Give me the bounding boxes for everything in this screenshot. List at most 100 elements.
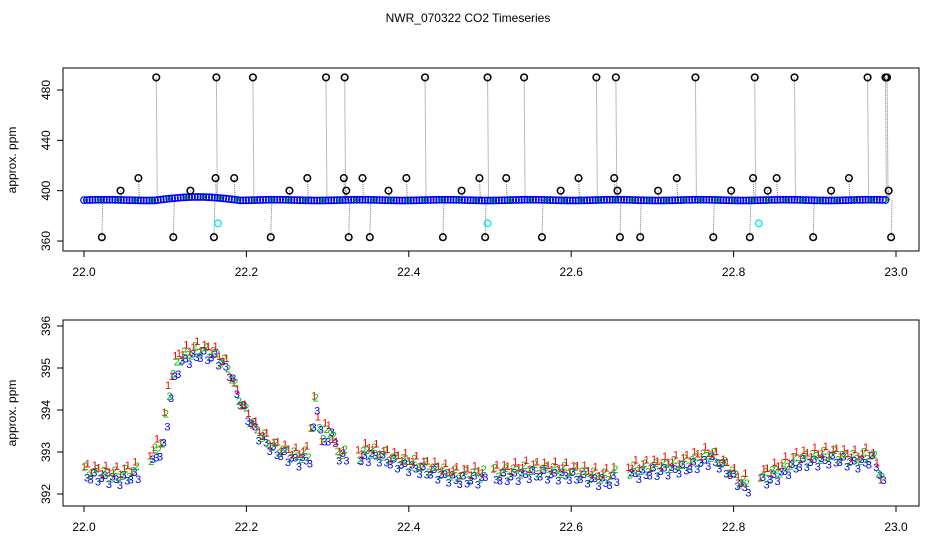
series-1-point: 1 (684, 450, 690, 462)
series-1-point: 1 (834, 443, 840, 455)
baseline-point (352, 195, 361, 204)
baseline-point (438, 195, 446, 204)
series-1-point: 1 (443, 458, 449, 470)
series-3-point: 3 (475, 479, 481, 491)
series-3-point: 3 (215, 360, 221, 372)
series-1-point: 1 (318, 436, 324, 448)
baseline-point (617, 195, 626, 204)
series-1-point: 1 (731, 463, 737, 475)
series-3-point: 3 (595, 481, 601, 493)
open-circle-point (613, 186, 622, 195)
series-1-point: 1 (158, 438, 164, 450)
spike-line (619, 200, 622, 238)
spike-line (749, 200, 752, 238)
baseline-point (136, 196, 145, 205)
series-1-point: 1 (410, 456, 416, 468)
series-1-point: 1 (311, 391, 317, 403)
series-3-point: 3 (413, 464, 419, 476)
baseline-point (637, 196, 645, 205)
baseline-point (855, 195, 864, 204)
baseline-point (713, 196, 722, 204)
series-1-point: 1 (552, 456, 558, 468)
baseline-point (804, 196, 813, 205)
series-2-point: 2 (663, 459, 669, 471)
series-3-point: 3 (709, 451, 715, 463)
series-1-point: 1 (793, 447, 799, 459)
series-1-point: 1 (223, 353, 229, 365)
series-3-point: 3 (716, 464, 722, 476)
series-3-point: 3 (818, 453, 824, 465)
series-1-point: 1 (154, 433, 160, 445)
baseline-point (287, 196, 296, 204)
baseline-point (560, 196, 569, 205)
baseline-point (256, 196, 265, 204)
spike-line (405, 178, 408, 201)
series-3-point: 3 (321, 437, 327, 449)
open-circle-point (97, 233, 106, 242)
series-1-point: 1 (735, 471, 741, 483)
baseline-point (702, 195, 711, 204)
series-3-point: 3 (559, 467, 565, 479)
spike-line (578, 178, 581, 201)
series-2-point: 2 (477, 473, 483, 485)
series-1-point: 1 (194, 336, 200, 348)
series-1-point: 1 (666, 458, 672, 470)
series-2-point: 2 (371, 442, 377, 454)
baseline-point (773, 195, 782, 204)
baseline-point (114, 195, 123, 204)
series-1-point: 1 (490, 464, 496, 476)
series-2-point: 2 (302, 445, 308, 457)
series-1-point: 1 (629, 463, 635, 475)
baseline-point (821, 196, 830, 205)
spike-line (189, 190, 192, 201)
series-2-point: 2 (291, 446, 297, 458)
series-2-point: 2 (766, 474, 772, 486)
baseline-point (429, 195, 438, 204)
series-3-point: 3 (446, 477, 452, 489)
baseline-point (412, 196, 421, 205)
series-3-point: 3 (676, 468, 682, 480)
series-2-point: 2 (90, 467, 96, 479)
series-1-point: 1 (88, 468, 94, 480)
series-2-point: 2 (375, 449, 381, 461)
baseline-point (563, 196, 572, 205)
series-2-point: 2 (839, 449, 845, 461)
series-2-point: 2 (568, 467, 574, 479)
series-1-point: 1 (571, 461, 577, 473)
baseline-point (165, 194, 174, 203)
series-2-point: 2 (802, 449, 808, 461)
series-2-point: 2 (656, 466, 662, 478)
series-3-point: 3 (245, 416, 251, 428)
top-x-tick-label: 22.6 (560, 265, 584, 279)
series-2-point: 2 (543, 461, 549, 473)
baseline-point (492, 196, 500, 205)
baseline-point (82, 196, 91, 204)
spike-line (560, 190, 563, 201)
baseline-point (222, 194, 231, 203)
spike-line (830, 190, 833, 201)
series-1-point: 1 (132, 456, 138, 468)
open-circle-point (402, 174, 411, 183)
series-3-point: 3 (274, 450, 280, 462)
series-3-point: 3 (124, 476, 130, 488)
baseline-point (736, 196, 745, 205)
series-2-point: 2 (174, 356, 180, 368)
baseline-point (787, 195, 796, 204)
series-1-point: 1 (395, 450, 401, 462)
series-3-point: 3 (628, 468, 634, 480)
top-y-tick-label: 400 (39, 180, 53, 200)
series-2-point: 2 (232, 377, 238, 389)
series-1-point: 1 (172, 350, 178, 362)
baseline-point (335, 196, 344, 204)
spike-line (442, 200, 445, 238)
series-2-point: 2 (283, 444, 289, 456)
baseline-point (321, 196, 330, 205)
baseline-point (836, 196, 844, 205)
baseline-point (722, 196, 731, 205)
baseline-point (489, 196, 498, 205)
series-3-point: 3 (237, 400, 243, 412)
series-3-point: 3 (811, 454, 817, 466)
baseline-point (423, 196, 432, 204)
bottom-x-tick-label: 22.2 (235, 520, 259, 534)
